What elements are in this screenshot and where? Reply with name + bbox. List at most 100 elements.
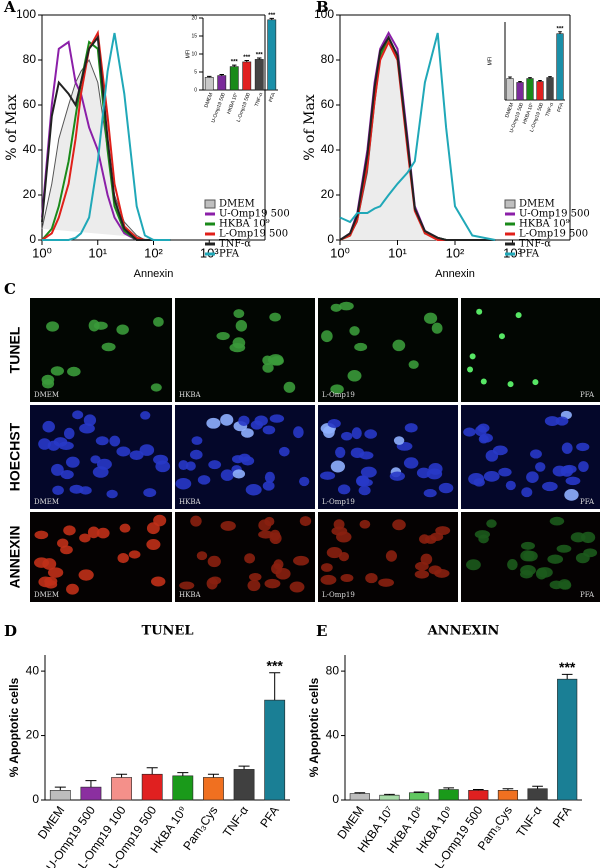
panel-label: C bbox=[4, 280, 16, 298]
x-tick-label: TNF-α bbox=[545, 102, 556, 118]
cell-nucleus bbox=[220, 520, 236, 531]
y-tick-label: 0 bbox=[327, 232, 334, 246]
micrograph-caption: DMEM bbox=[34, 498, 59, 506]
cell-nucleus bbox=[520, 565, 536, 576]
x-tick-label: PFA bbox=[268, 91, 277, 103]
y-tick-label: 80 bbox=[321, 52, 335, 66]
cell-nucleus bbox=[232, 469, 246, 479]
cell-nucleus bbox=[150, 383, 162, 392]
cell-nucleus bbox=[116, 324, 129, 335]
cell-nucleus bbox=[175, 477, 192, 490]
x-tick-label: DMEM bbox=[35, 804, 68, 842]
cell-nucleus bbox=[570, 532, 586, 543]
x-tick-label: 10¹ bbox=[388, 245, 407, 260]
cell-nucleus bbox=[96, 458, 112, 470]
cell-nucleus bbox=[556, 544, 572, 553]
cell-nucleus bbox=[116, 446, 131, 457]
cell-nucleus bbox=[289, 581, 305, 593]
cell-nucleus bbox=[434, 569, 450, 578]
error-bar bbox=[548, 76, 552, 78]
cell-nucleus bbox=[208, 460, 222, 470]
cell-nucleus bbox=[189, 449, 203, 460]
cell-nucleus bbox=[65, 456, 80, 468]
x-tick-label: TNF-α bbox=[254, 92, 265, 108]
cell-nucleus bbox=[526, 471, 539, 483]
cell-nucleus bbox=[46, 321, 60, 332]
cell-nucleus bbox=[335, 446, 346, 458]
cell-nucleus bbox=[88, 319, 100, 332]
cell-nucleus bbox=[331, 526, 348, 536]
y-tick-label: 80 bbox=[23, 52, 37, 66]
y-tick-label: 0 bbox=[194, 87, 197, 93]
cell-nucleus bbox=[233, 309, 245, 319]
cell-nucleus bbox=[521, 487, 533, 498]
cell-nucleus bbox=[153, 316, 164, 327]
error-bar bbox=[508, 76, 512, 79]
cell-nucleus bbox=[431, 322, 443, 334]
legend-label: L-Omp19 500 bbox=[519, 229, 588, 240]
y-tick-label: 20 bbox=[26, 728, 40, 742]
error-bar bbox=[558, 31, 562, 34]
chart-title: TUNEL bbox=[142, 624, 194, 639]
error-bar bbox=[146, 767, 158, 775]
y-tick-label: 40 bbox=[26, 663, 40, 677]
cell-nucleus bbox=[547, 554, 564, 564]
significance: *** bbox=[267, 657, 284, 673]
cell-nucleus bbox=[561, 442, 573, 454]
error-bar bbox=[269, 672, 281, 701]
cell-nucleus bbox=[244, 553, 256, 564]
y-tick-label: 100 bbox=[16, 7, 36, 21]
error-bar bbox=[443, 787, 455, 790]
micrograph-caption: L-Omp19 bbox=[322, 391, 355, 399]
error-bar bbox=[528, 77, 532, 79]
legend-swatch bbox=[504, 199, 516, 209]
cell-nucleus bbox=[128, 550, 141, 559]
cell-nucleus bbox=[358, 485, 371, 496]
legend-label: DMEM bbox=[519, 199, 555, 210]
x-tick-label: PFA bbox=[257, 804, 281, 831]
cell-nucleus bbox=[338, 551, 349, 562]
error-bar bbox=[518, 80, 522, 83]
error-bar bbox=[177, 772, 189, 776]
x-tick-label: TNF-α bbox=[220, 803, 251, 839]
cell-nucleus bbox=[139, 444, 155, 456]
y-tick-label: 15 bbox=[191, 33, 197, 39]
bar bbox=[254, 59, 264, 91]
cell-nucleus bbox=[473, 478, 485, 487]
cell-nucleus bbox=[117, 552, 129, 564]
cell-nucleus bbox=[79, 533, 91, 543]
panel-label: E bbox=[316, 622, 327, 640]
cell-nucleus bbox=[351, 427, 362, 440]
cell-nucleus bbox=[355, 475, 370, 487]
cell-nucleus bbox=[359, 519, 371, 529]
legend-label: PFA bbox=[219, 249, 240, 260]
legend-label: TNF-α bbox=[219, 239, 251, 250]
legend-swatch bbox=[205, 212, 215, 216]
cell-nucleus bbox=[34, 530, 49, 540]
legend-label: HKBA 10⁹ bbox=[519, 219, 570, 230]
error-bar bbox=[538, 80, 542, 82]
error-bar bbox=[384, 793, 395, 796]
micrograph-caption: L-Omp19 bbox=[322, 498, 355, 506]
x-tick-label: PFA bbox=[556, 101, 565, 113]
error-bar bbox=[232, 64, 237, 67]
cell-nucleus bbox=[364, 429, 377, 439]
bar bbox=[203, 777, 224, 801]
cell-nucleus bbox=[476, 308, 483, 315]
cell-nucleus bbox=[347, 370, 362, 382]
cell-nucleus bbox=[207, 555, 221, 568]
cell-nucleus bbox=[466, 559, 481, 571]
cell-nucleus bbox=[330, 384, 344, 395]
row-label: TUNEL bbox=[7, 326, 23, 373]
cell-nucleus bbox=[248, 572, 262, 582]
significance: *** bbox=[268, 13, 276, 19]
cell-nucleus bbox=[565, 476, 581, 486]
cell-nucleus bbox=[299, 476, 310, 487]
y-tick-label: 40 bbox=[326, 728, 340, 742]
y-tick-label: 40 bbox=[321, 142, 335, 156]
error-bar bbox=[472, 789, 484, 791]
error-bar bbox=[207, 75, 212, 78]
cell-nucleus bbox=[299, 516, 312, 527]
y-axis-label: % Apoptotic cells bbox=[307, 677, 321, 777]
bar bbox=[468, 790, 489, 801]
